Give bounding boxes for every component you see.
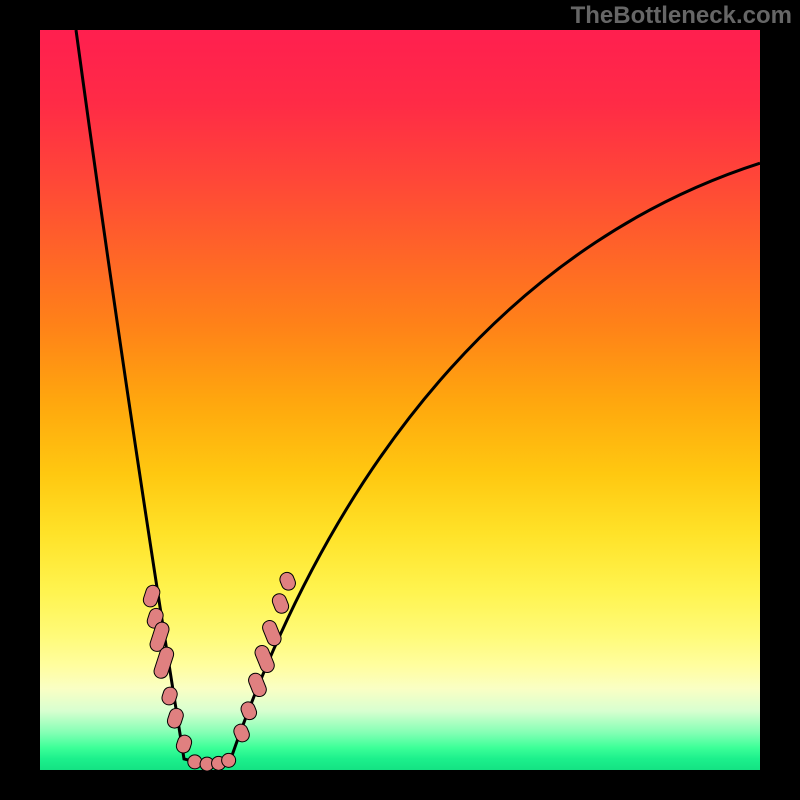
data-marker	[222, 753, 236, 767]
watermark-text: TheBottleneck.com	[571, 2, 792, 30]
chart-container: TheBottleneck.com	[0, 0, 800, 800]
data-marker	[188, 755, 202, 769]
bottleneck-chart	[0, 0, 800, 800]
plot-background	[40, 30, 760, 770]
